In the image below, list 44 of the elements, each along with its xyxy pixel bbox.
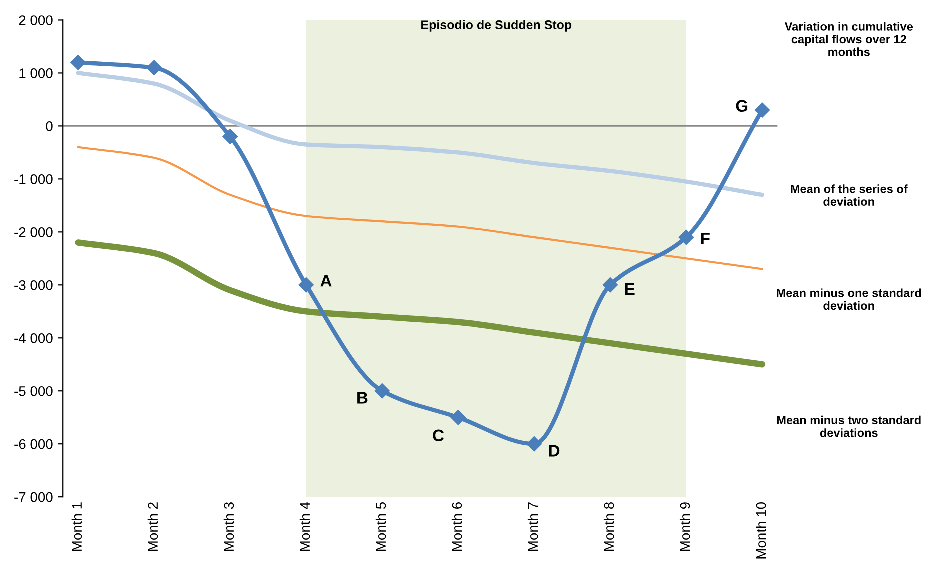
point bbox=[222, 129, 238, 144]
x-tick-label: Month 7 bbox=[528, 502, 538, 551]
point bbox=[374, 384, 390, 399]
x-tick-label: Month 6 bbox=[452, 502, 462, 551]
x-tick-label: Month 4 bbox=[300, 502, 310, 551]
x-tick-label: Month 10 bbox=[756, 502, 766, 559]
y-tick-label: -6 000 bbox=[14, 439, 53, 450]
text: Mean minus one standard deviation bbox=[777, 288, 922, 310]
point bbox=[70, 55, 86, 70]
annotation: B bbox=[358, 392, 368, 404]
x-tick-label: Month 3 bbox=[224, 502, 234, 551]
y-tick-label: 0 bbox=[46, 122, 53, 132]
point bbox=[678, 230, 694, 246]
line-series bbox=[77, 146, 764, 270]
y-tick-label: -1 000 bbox=[14, 174, 53, 184]
y-tick-label: -7 000 bbox=[14, 492, 53, 502]
line-series bbox=[76, 71, 765, 198]
point bbox=[146, 60, 162, 76]
y-tick-label: -2 000 bbox=[14, 228, 53, 238]
annotation: A bbox=[320, 275, 332, 287]
x-tick-label: Month 5 bbox=[376, 502, 386, 551]
point bbox=[754, 102, 770, 118]
annotation: E bbox=[625, 284, 635, 296]
x-tick-label: Month 1 bbox=[72, 502, 82, 551]
text: Mean of the series of deviation bbox=[791, 184, 908, 206]
annotation: D bbox=[549, 445, 560, 457]
text: Mean minus two standard deviations bbox=[777, 416, 921, 438]
band-label: Episodio de Sudden Stop bbox=[422, 20, 572, 32]
text: Variation in cumulative capital flows over 12 months bbox=[784, 22, 914, 56]
annotation: G bbox=[736, 100, 748, 112]
point bbox=[450, 410, 466, 426]
y-tick-label: -4 000 bbox=[14, 333, 53, 344]
x-tick-label: Month 9 bbox=[680, 502, 690, 551]
y-tick-label: 2 000 bbox=[19, 16, 53, 26]
x-tick-label: Month 8 bbox=[604, 502, 614, 551]
x-tick-label: Month 2 bbox=[148, 502, 158, 551]
point bbox=[526, 436, 542, 452]
point bbox=[298, 278, 314, 293]
annotation: F bbox=[701, 233, 710, 245]
point bbox=[602, 278, 618, 293]
y-tick-label: 1 000 bbox=[20, 68, 53, 78]
annotation: C bbox=[433, 430, 444, 442]
y-tick-label: -5 000 bbox=[14, 386, 53, 396]
y-tick-label: -3 000 bbox=[14, 280, 53, 290]
